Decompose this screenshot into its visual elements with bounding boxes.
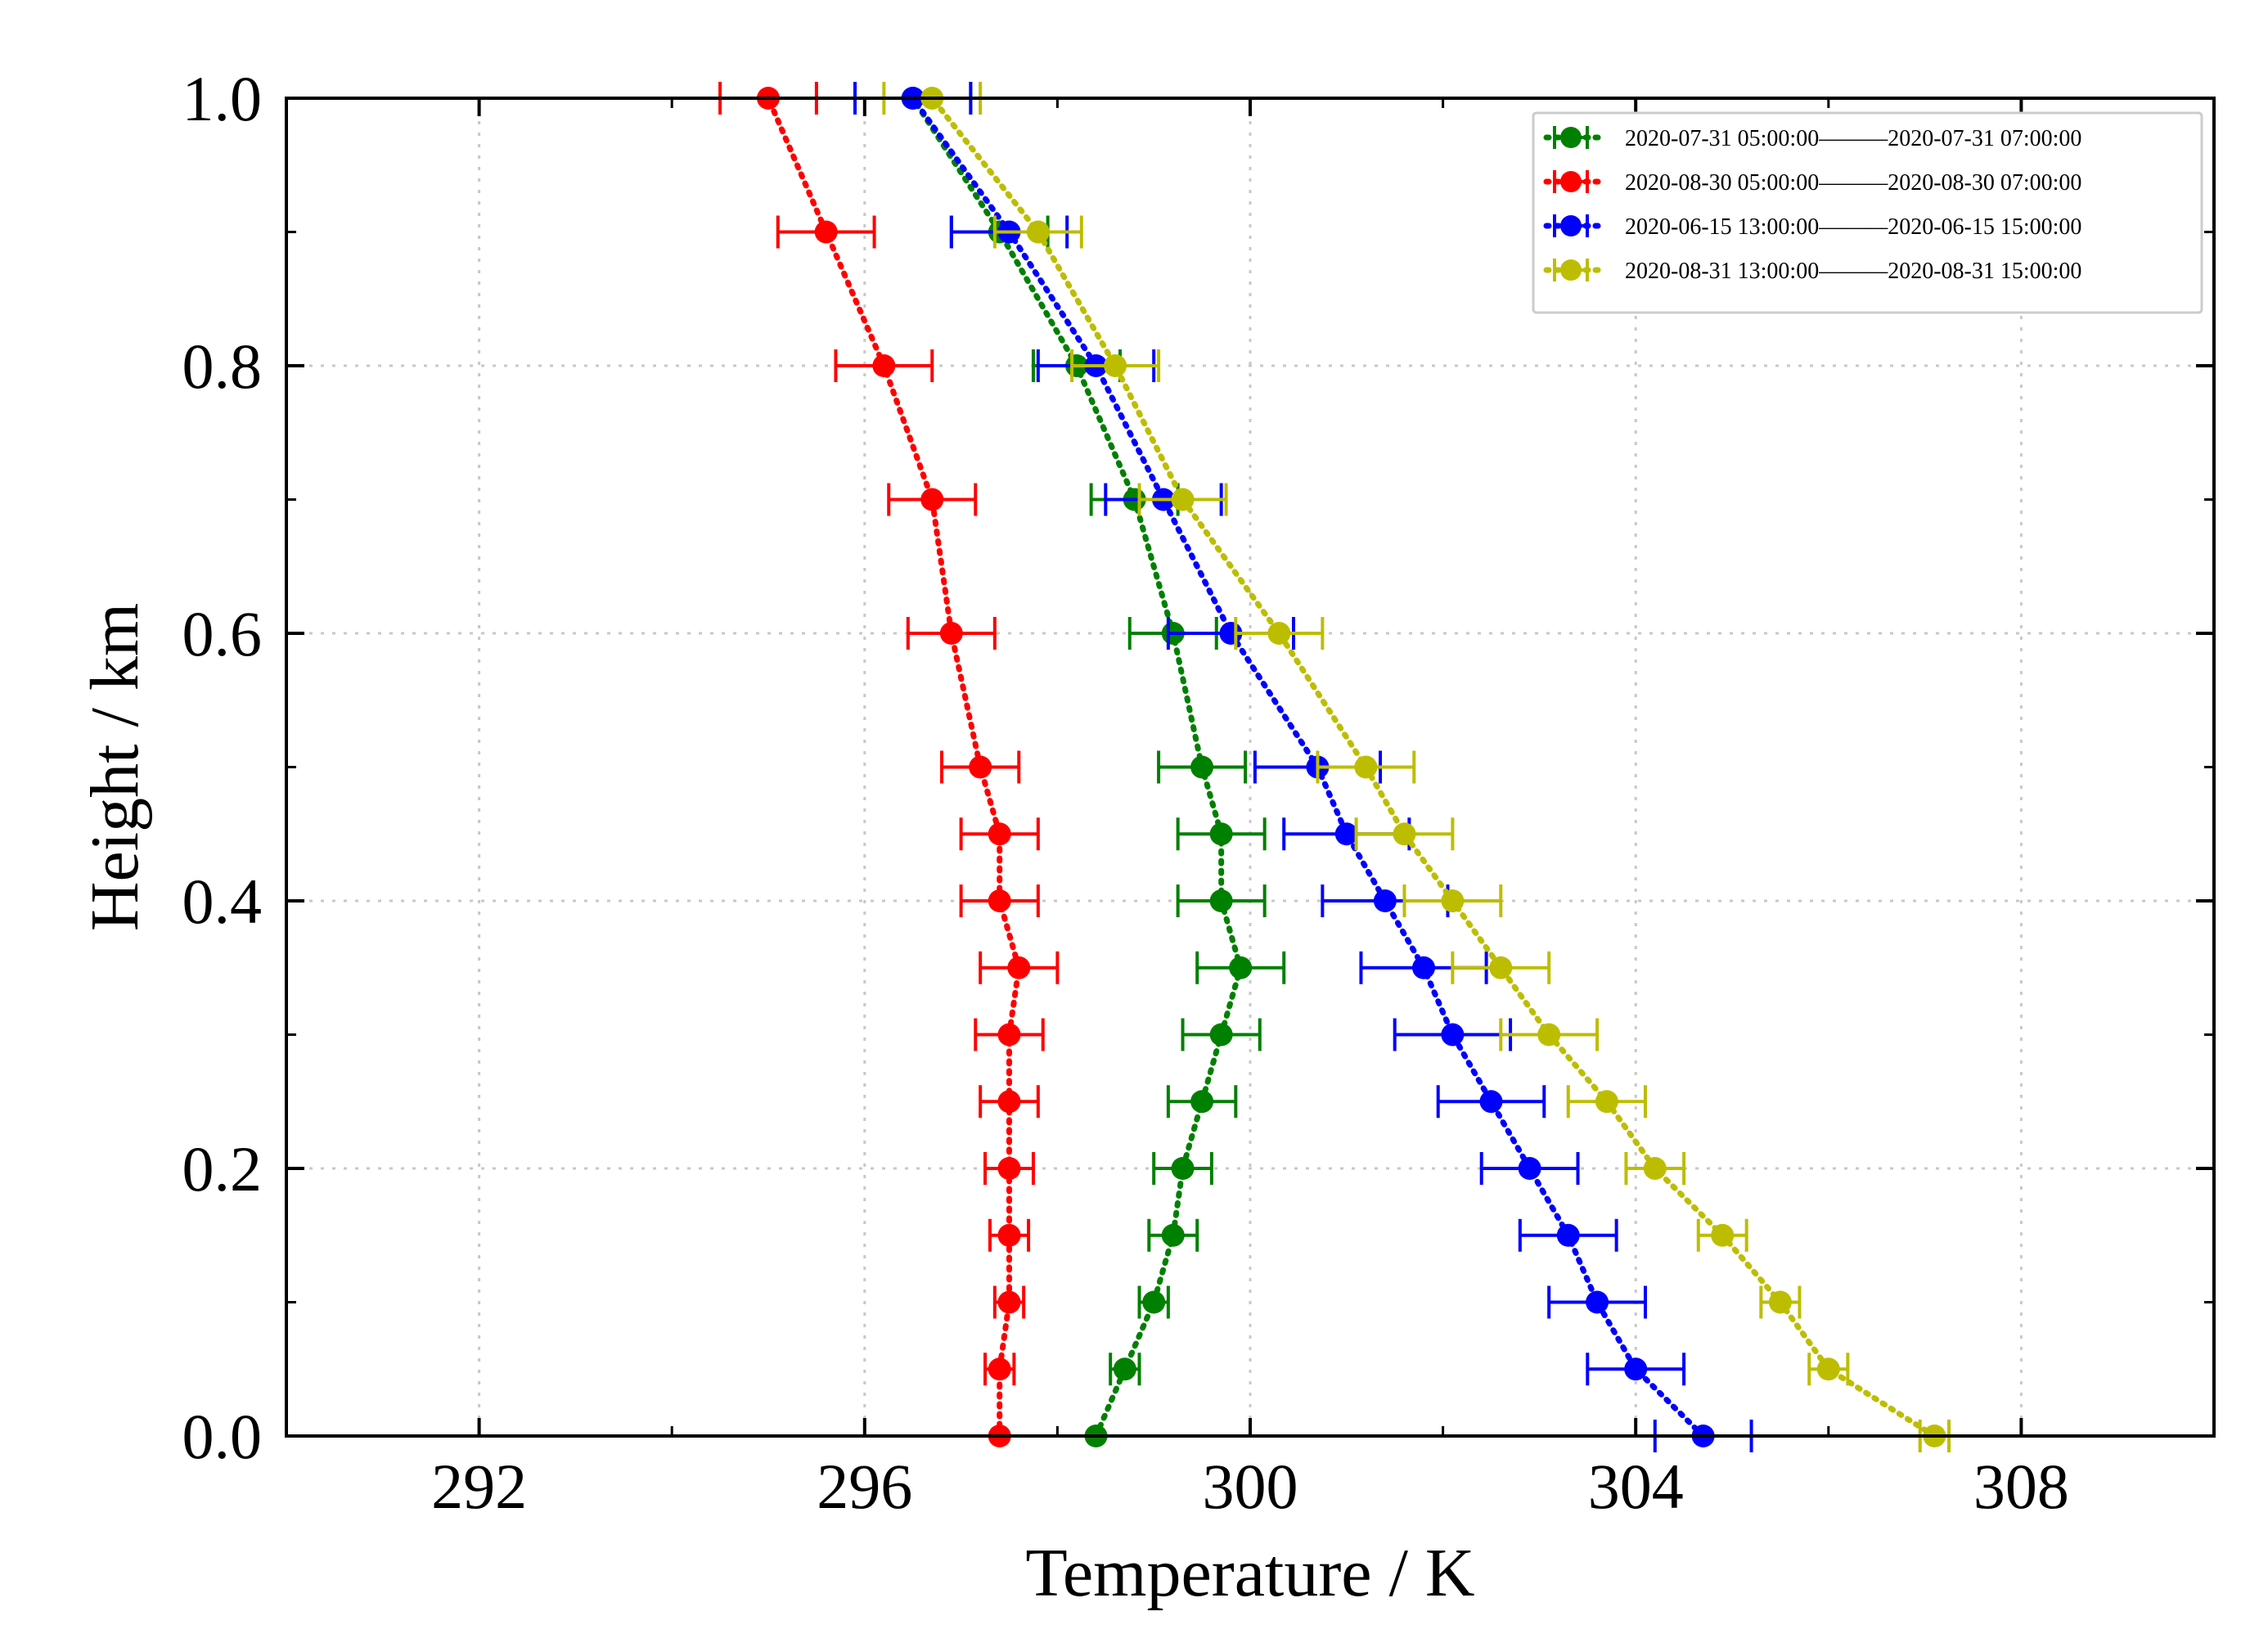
- data-point: [814, 220, 838, 244]
- legend-marker: [1560, 259, 1582, 281]
- axis-ticks: 292 296 300 304 308 0.0 0.2 0.4 0.6 0.8 1.0: [182, 63, 2216, 1522]
- legend-entry: 2020-08-31 13:00:00———2020-08-31 15:00:0…: [1543, 259, 2081, 284]
- data-point: [1393, 822, 1416, 846]
- legend-marker: [1560, 215, 1582, 236]
- data-point: [1142, 1290, 1166, 1314]
- legend-entry: 2020-07-31 05:00:00———2020-07-31 07:00:0…: [1543, 126, 2081, 151]
- data-point: [1171, 488, 1195, 511]
- data-point: [1556, 1223, 1580, 1247]
- data-point: [920, 488, 944, 511]
- data-point: [997, 1090, 1021, 1114]
- legend-label: 2020-08-30 05:00:00———2020-08-30 07:00:0…: [1625, 170, 2081, 196]
- data-point: [1711, 1223, 1735, 1247]
- series-line: [765, 95, 1022, 1439]
- x-tick-label: 296: [817, 1451, 912, 1522]
- data-point: [969, 755, 992, 779]
- data-point: [988, 1357, 1011, 1381]
- data-point: [1816, 1357, 1840, 1381]
- data-point: [1643, 1157, 1667, 1180]
- x-tick-label: 308: [1973, 1451, 2069, 1522]
- data-point: [997, 1157, 1021, 1180]
- y-tick-label: 0.0: [182, 1401, 263, 1472]
- legend-box: [1532, 111, 2203, 314]
- data-point: [1489, 956, 1513, 979]
- data-point: [1518, 1157, 1541, 1180]
- data-point: [997, 1023, 1021, 1047]
- legend-marker: [1560, 171, 1582, 192]
- legend-label: 2020-06-15 13:00:00———2020-06-15 15:00:0…: [1625, 214, 2081, 240]
- y-tick-label: 1.0: [182, 63, 263, 134]
- data-point: [1190, 755, 1214, 779]
- y-tick-label: 0.8: [182, 331, 263, 402]
- data-point: [1354, 755, 1378, 779]
- data-point: [997, 1223, 1021, 1247]
- series-group: [718, 82, 1951, 1452]
- x-axis-label: Temperature / K: [1025, 1535, 1474, 1611]
- data-point: [1007, 956, 1031, 979]
- data-point: [1412, 956, 1436, 979]
- legend-entry: 2020-08-30 05:00:00———2020-08-30 07:00:0…: [1543, 170, 2081, 196]
- data-point: [1209, 1023, 1233, 1047]
- data-point: [1267, 622, 1291, 645]
- series-line: [910, 95, 1244, 1439]
- data-point: [1026, 220, 1050, 244]
- legend-label: 2020-08-31 13:00:00———2020-08-31 15:00:0…: [1625, 259, 2081, 284]
- data-point: [1595, 1090, 1618, 1114]
- y-tick-label: 0.2: [182, 1133, 263, 1204]
- data-point: [1441, 1023, 1465, 1047]
- data-point: [1334, 822, 1358, 846]
- data-point: [1104, 354, 1127, 377]
- data-point: [1586, 1290, 1609, 1314]
- data-point: [1229, 956, 1253, 979]
- legend-entry: 2020-06-15 13:00:00———2020-06-15 15:00:0…: [1543, 214, 2081, 240]
- x-tick-label: 292: [431, 1451, 527, 1522]
- data-point: [997, 1290, 1021, 1314]
- data-point: [1113, 1357, 1136, 1381]
- data-point: [1209, 822, 1233, 846]
- x-tick-label: 300: [1203, 1451, 1298, 1522]
- series-1: [718, 82, 1060, 1447]
- x-tick-label: 304: [1588, 1451, 1684, 1522]
- series-line: [910, 95, 1707, 1439]
- data-point: [1768, 1290, 1792, 1314]
- data-point: [872, 354, 896, 377]
- y-axis-label: Height / km: [77, 603, 153, 931]
- data-point: [1171, 1157, 1195, 1180]
- series-line: [929, 95, 1937, 1439]
- y-tick-label: 0.4: [182, 866, 263, 937]
- series-3: [882, 82, 1951, 1452]
- data-point: [1161, 1223, 1185, 1247]
- data-point: [988, 822, 1011, 846]
- legend: 2020-07-31 05:00:00———2020-07-31 07:00:0…: [1532, 111, 2203, 314]
- data-point: [1373, 889, 1397, 912]
- data-point: [1479, 1090, 1503, 1114]
- legend-marker: [1560, 127, 1582, 148]
- data-point: [1537, 1023, 1561, 1047]
- data-point: [988, 889, 1011, 912]
- data-point: [1209, 889, 1233, 912]
- data-point: [1190, 1090, 1214, 1114]
- legend-label: 2020-07-31 05:00:00———2020-07-31 07:00:0…: [1625, 126, 2081, 151]
- y-tick-label: 0.6: [182, 598, 263, 669]
- data-point: [1624, 1357, 1648, 1381]
- data-point: [1441, 889, 1465, 912]
- data-point: [939, 622, 963, 645]
